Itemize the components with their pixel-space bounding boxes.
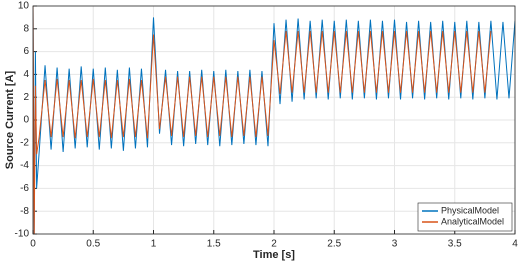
x-tick-label: 1.5 [207,239,221,250]
plot-lines [33,6,515,234]
y-tick-label: 6 [23,46,29,57]
y-tick-label: -2 [20,137,29,148]
legend-label: AnalyticalModel [441,216,504,226]
x-axis-label: Time [s] [253,249,295,261]
y-tick-label: 10 [18,1,30,12]
x-tick-label: 0.5 [86,239,100,250]
x-tick-label: 2.5 [327,239,341,250]
y-tick-label: 8 [23,23,29,34]
y-tick-label: 4 [23,69,29,80]
x-tick-label: 3.5 [448,239,462,250]
y-tick-label: 0 [23,115,29,126]
x-tick-label: 2 [271,239,277,250]
y-tick-label: 2 [23,92,29,103]
x-tick-label: 0 [30,239,36,250]
series-line [33,6,492,234]
y-tick-label: -8 [20,206,29,217]
x-tick-label: 1 [151,239,157,250]
legend-box [417,202,513,232]
y-tick-label: -4 [20,160,29,171]
y-tick-label: -10 [15,229,30,240]
y-tick-label: -6 [20,183,29,194]
x-tick-label: 3 [392,239,398,250]
y-axis-label: Source Current [A] [4,70,16,169]
plot-frame [32,5,516,235]
legend-label: PhysicalModel [441,205,499,215]
x-tick-label: 4 [512,239,518,250]
